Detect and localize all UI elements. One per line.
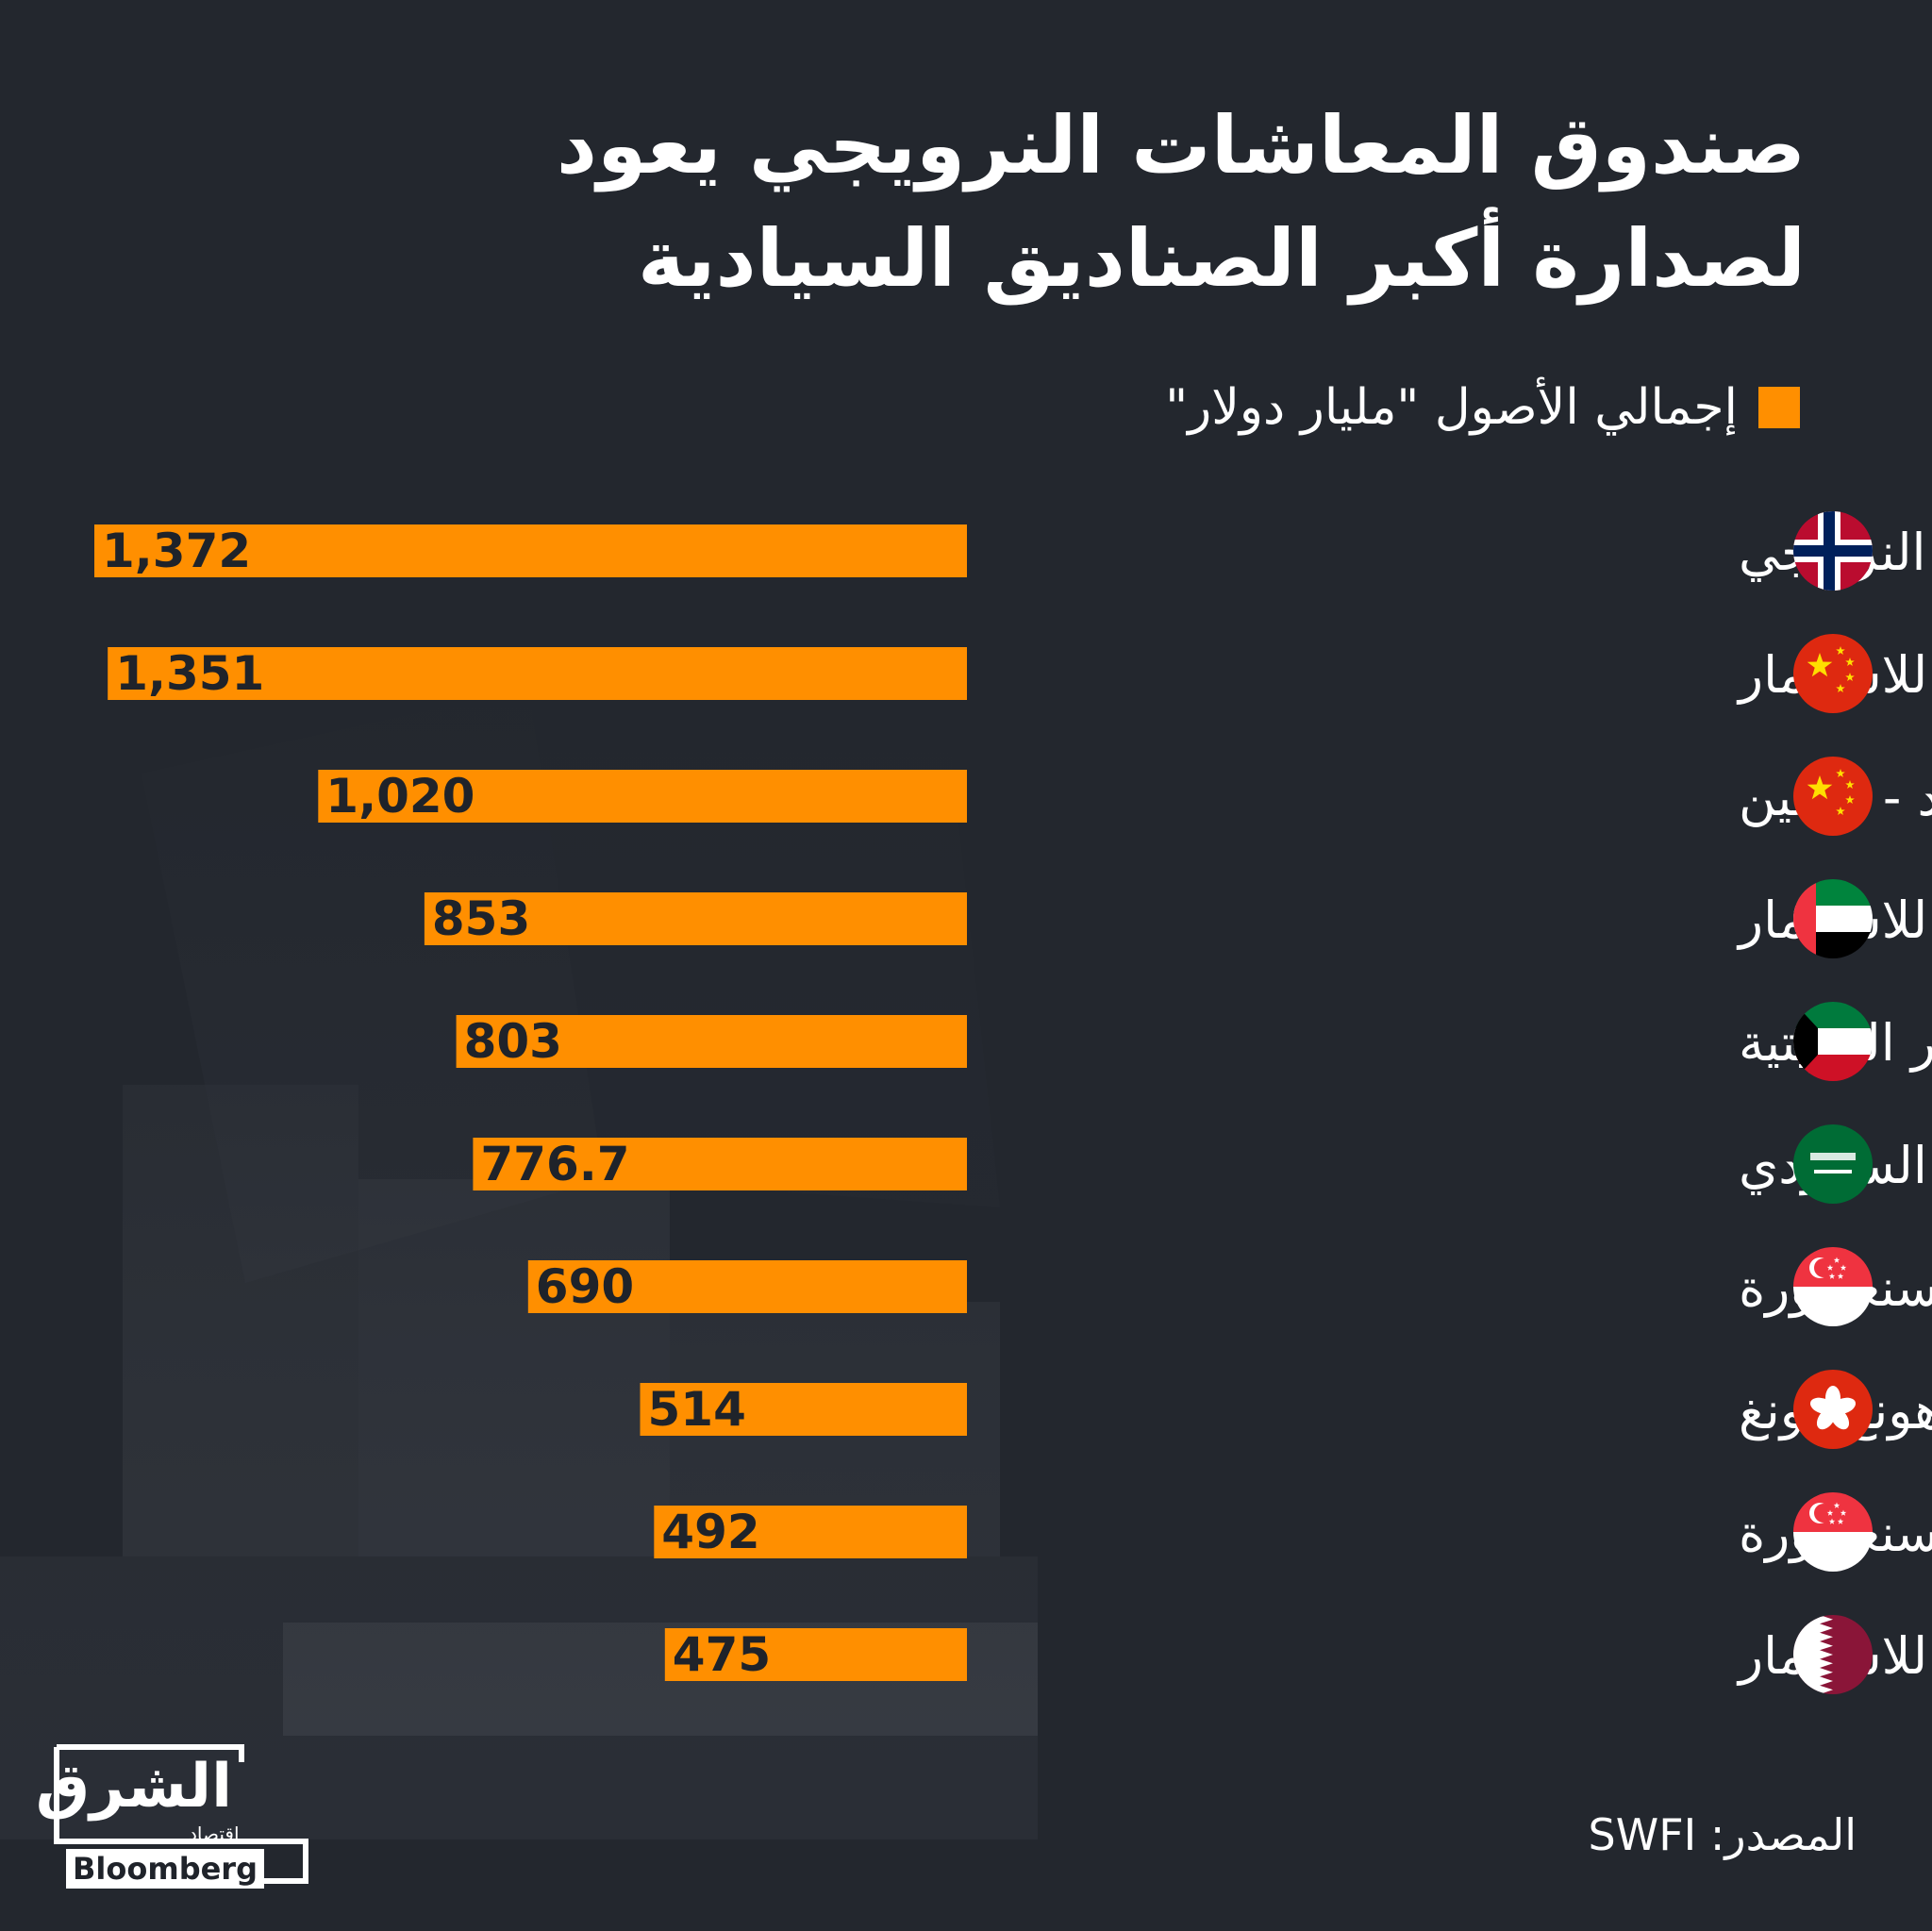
uae-flag-icon	[1793, 879, 1873, 958]
bar-value-label: 776.7	[480, 1137, 629, 1191]
bar-row: 690"جي آي سي" - سنغافورة	[527, 1247, 1932, 1326]
bar-value-label: 853	[432, 891, 530, 946]
legend: إجمالي الأصول "مليار دولار"	[1165, 379, 1800, 436]
logo-subtitle: اقتصاد	[189, 1823, 240, 1845]
title-line-2: لصدارة أكبر الصناديق السيادية	[637, 212, 1806, 305]
bar-value-label: 514	[648, 1382, 746, 1437]
bar	[654, 1506, 967, 1558]
bar	[473, 1138, 967, 1190]
bar-value-label: 690	[536, 1259, 634, 1314]
norway-flag-icon	[1793, 511, 1873, 591]
title-line-1: صندوق المعاشات النرويجي يعود	[556, 99, 1806, 191]
bar	[94, 524, 967, 577]
china-flag-icon	[1793, 757, 1873, 836]
alsharq-logo	[54, 1744, 308, 1884]
hong-kong-flag-icon	[1793, 1370, 1873, 1449]
qatar-flag-icon	[1793, 1615, 1873, 1694]
bar-row: 1,372صندوق المعاشات النرويجي	[94, 511, 1932, 591]
legend-swatch	[1758, 387, 1800, 428]
bar	[424, 892, 967, 945]
bar-row: 514محفظة الاستثمار- هونغ كونغ	[640, 1370, 1932, 1449]
bar-row: 776.7صندوق الاستثمارات السعودي	[473, 1124, 1932, 1204]
bar	[664, 1628, 967, 1681]
kuwait-flag-icon	[1793, 1002, 1873, 1081]
bar	[456, 1015, 968, 1068]
logo-bloomberg: Bloomberg	[66, 1849, 264, 1889]
singapore-flag-icon	[1793, 1247, 1873, 1326]
logo-name: الشرق	[35, 1752, 232, 1822]
bar	[318, 770, 967, 823]
bar-row: 475جهاز قطر للاستثمار	[664, 1615, 1932, 1694]
bar-value-label: 492	[661, 1505, 759, 1559]
bar-value-label: 1,020	[325, 769, 475, 824]
bar-value-label: 1,372	[102, 524, 251, 578]
bar	[108, 647, 967, 700]
singapore-flag-icon	[1793, 1492, 1873, 1572]
bar-row: 1,020صندوق إدارة النقد - الصين	[318, 757, 1932, 836]
saudi-flag-icon	[1793, 1124, 1873, 1204]
bar-value-label: 475	[673, 1627, 771, 1682]
bar-row: 492تماسيك القابضة - سنغافورة	[654, 1492, 1932, 1572]
bar-value-label: 803	[464, 1014, 562, 1069]
bar-row: 1,351شركة الصين للاستثمار	[108, 634, 1932, 713]
bar	[527, 1260, 967, 1313]
bar-row: 803الهيئة العامة للاستثمار الكويتية	[456, 1002, 1932, 1081]
china-flag-icon	[1793, 634, 1873, 713]
bar-row: 853جهاز أبوظبي للاستثمار	[424, 879, 1932, 958]
bar	[640, 1383, 967, 1436]
bar-value-label: 1,351	[115, 646, 264, 701]
legend-label: إجمالي الأصول "مليار دولار"	[1165, 379, 1738, 436]
source-note: المصدر: SWFI	[1588, 1809, 1857, 1860]
